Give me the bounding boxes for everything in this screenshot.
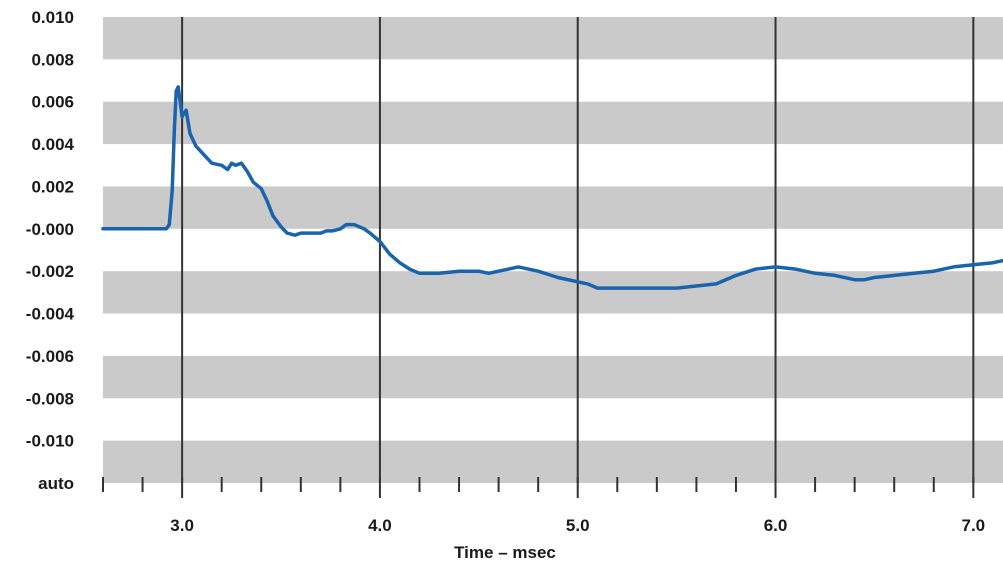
- y-tick-label: 0.008: [31, 50, 74, 69]
- y-tick-label: -0.000: [26, 220, 74, 239]
- y-tick-label: 0.010: [31, 8, 74, 27]
- background-bands: [103, 17, 1003, 483]
- y-tick-label: -0.002: [26, 262, 74, 281]
- x-axis-tick-labels: 3.0 4.0 5.0 6.0 7.0: [170, 516, 985, 535]
- grid-band: [103, 440, 1003, 483]
- y-tick-label: -0.006: [26, 347, 74, 366]
- y-tick-label: 0.006: [31, 93, 74, 112]
- y-axis-tick-labels: 0.010 0.008 0.006 0.004 0.002 -0.000 -0.002 -0.…: [26, 8, 75, 493]
- y-tick-label: -0.004: [26, 305, 75, 324]
- grid-band: [103, 186, 1003, 229]
- series-line: [101, 85, 1003, 290]
- x-tick-label: 3.0: [170, 516, 194, 535]
- x-axis-title: Time – msec: [454, 543, 556, 562]
- vertical-gridlines: [181, 17, 975, 483]
- x-tick-label: 5.0: [566, 516, 590, 535]
- y-tick-label: -0.010: [26, 432, 74, 451]
- x-tick-label: 4.0: [368, 516, 392, 535]
- grid-band: [103, 17, 1003, 60]
- x-tick-label: 7.0: [962, 516, 986, 535]
- grid-band: [103, 355, 1003, 399]
- x-minor-ticks: [102, 477, 975, 498]
- y-tick-label: 0.004: [31, 135, 74, 154]
- y-tick-label: auto: [38, 474, 74, 493]
- y-tick-label: -0.008: [26, 389, 74, 408]
- y-tick-label: 0.002: [31, 177, 74, 196]
- x-tick-label: 6.0: [764, 516, 788, 535]
- grid-band: [103, 101, 1003, 145]
